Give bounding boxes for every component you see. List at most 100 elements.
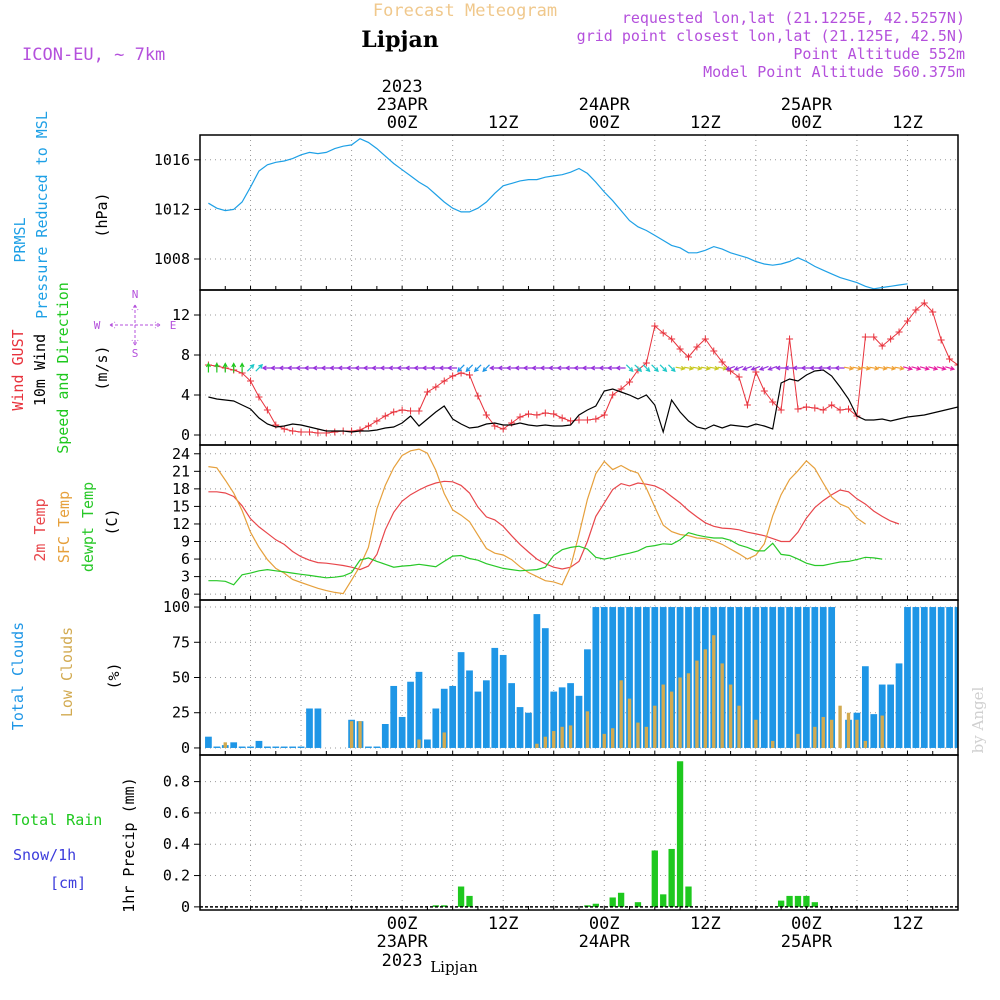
low-cloud-bar [535,743,539,748]
top-axis-hour: 00Z [387,113,418,133]
low-cloud-bar [754,719,758,748]
gust-marker [440,377,448,385]
wind-labels: Wind GUST 10m Wind Speed and Direction (… [9,282,176,454]
rain-bar [811,902,818,907]
bottom-axis-date: 23APR [377,932,429,952]
bottom-axis-hour: 00Z [387,914,418,934]
low-cloud-bar [644,726,649,748]
total-cloud-bar [904,607,911,748]
wind-line [208,369,958,435]
total-cloud-bar [828,607,836,748]
total-cloud-bar [609,607,617,748]
total-cloud-bar [744,607,751,748]
gust-marker [845,405,853,413]
gust-marker [710,347,718,355]
gust-marker [819,406,827,414]
wind-direction-arrow [482,364,490,373]
dew-label: dewpt Temp [79,482,97,572]
total-cloud-bar [617,607,625,748]
low-cloud-bar [627,698,632,748]
gust-marker [609,391,617,399]
gust-marker [255,393,263,401]
gust-marker [727,367,735,375]
low-cloud-bar [611,728,615,748]
total-cloud-bar [272,746,280,748]
snow-label: Snow/1h [13,846,76,864]
low-cloud-bar [619,680,623,748]
top-axis-date: 23APR [377,95,429,115]
plot-area [200,761,958,908]
wind-direction-arrow [692,365,703,371]
y-tick-label: 3 [181,568,190,586]
cloud-unit: (%) [105,662,123,689]
gust-marker [626,378,634,386]
low-cloud-bar [829,719,834,748]
gust-marker [912,306,920,314]
bottom-axis-date: 24APR [579,932,631,952]
wind-direction-arrow [869,365,880,371]
gust-marker [331,428,339,436]
total-cloud-bar [407,681,414,748]
t2m-label: 2m Temp [31,498,49,561]
gust-marker [533,411,541,419]
rain-bar [592,903,600,907]
wind-direction-arrow [717,365,728,371]
pressure-label-1: PRMSL [11,217,29,262]
bottom-axis-hour: 00Z [791,914,822,934]
wind-direction-arrow [651,364,659,373]
total-cloud-bar [440,688,448,748]
wind-direction-arrow [675,365,686,371]
gust-marker [600,411,608,419]
gust-marker [381,412,389,420]
gust-marker [870,333,878,341]
total-cloud-bar [238,746,246,748]
wind-direction-arrow [446,365,458,371]
low-cloud-bar [712,635,716,748]
temp-unit: (C) [103,508,121,535]
gust-marker [794,405,802,413]
gust-marker [752,368,760,376]
total-cloud-bar [803,607,810,748]
total-cloud-bar [626,607,633,748]
low-cloud-bar [543,736,547,748]
gust-marker [718,358,726,366]
gust-marker [474,392,482,400]
panels: 1008101210160481203691215182124025507510… [154,134,959,916]
low-cloud-bar [880,715,884,748]
wind-direction-arrow [758,365,769,371]
plot-area [208,448,900,595]
rain-bar [441,905,448,907]
bottom-axis-hour: 12Z [892,914,923,934]
total-cloud-bar [365,746,372,748]
wind-label: 10m Wind [31,334,49,406]
wind-direction-arrow [894,365,905,371]
y-tick-label: 8 [181,346,190,364]
low-cloud-bar [636,722,640,748]
total-clouds-label: Total Clouds [9,622,27,730]
low-cloud-bar [442,732,446,748]
low-cloud-bar [720,663,724,748]
total-cloud-bar [634,607,642,748]
total-cloud-bar [651,607,659,748]
plot-area [205,607,958,748]
gust-marker [289,427,297,435]
wind-direction-arrow [659,364,668,373]
total-cloud-bar [390,685,398,748]
model-altitude: Model Point Altitude 560.375m [703,63,965,81]
total-cloud-bar [314,708,322,748]
low-cloud-bar [846,712,851,748]
low-cloud-bar [602,733,606,748]
low-cloud-bar [855,719,859,748]
total-cloud-bar [760,607,768,748]
wind-direction-arrow [642,364,651,373]
panel-clouds: 0 25 50 75 100 [163,598,959,757]
wind-direction-arrow [936,365,947,371]
total-cloud-bar [550,691,558,748]
gust-marker [423,388,431,396]
total-cloud-bar [466,670,473,748]
total-cloud-bar [861,666,869,748]
total-cloud-bar [794,607,802,748]
low-cloud-bar [669,691,674,748]
plot-area [204,299,958,437]
